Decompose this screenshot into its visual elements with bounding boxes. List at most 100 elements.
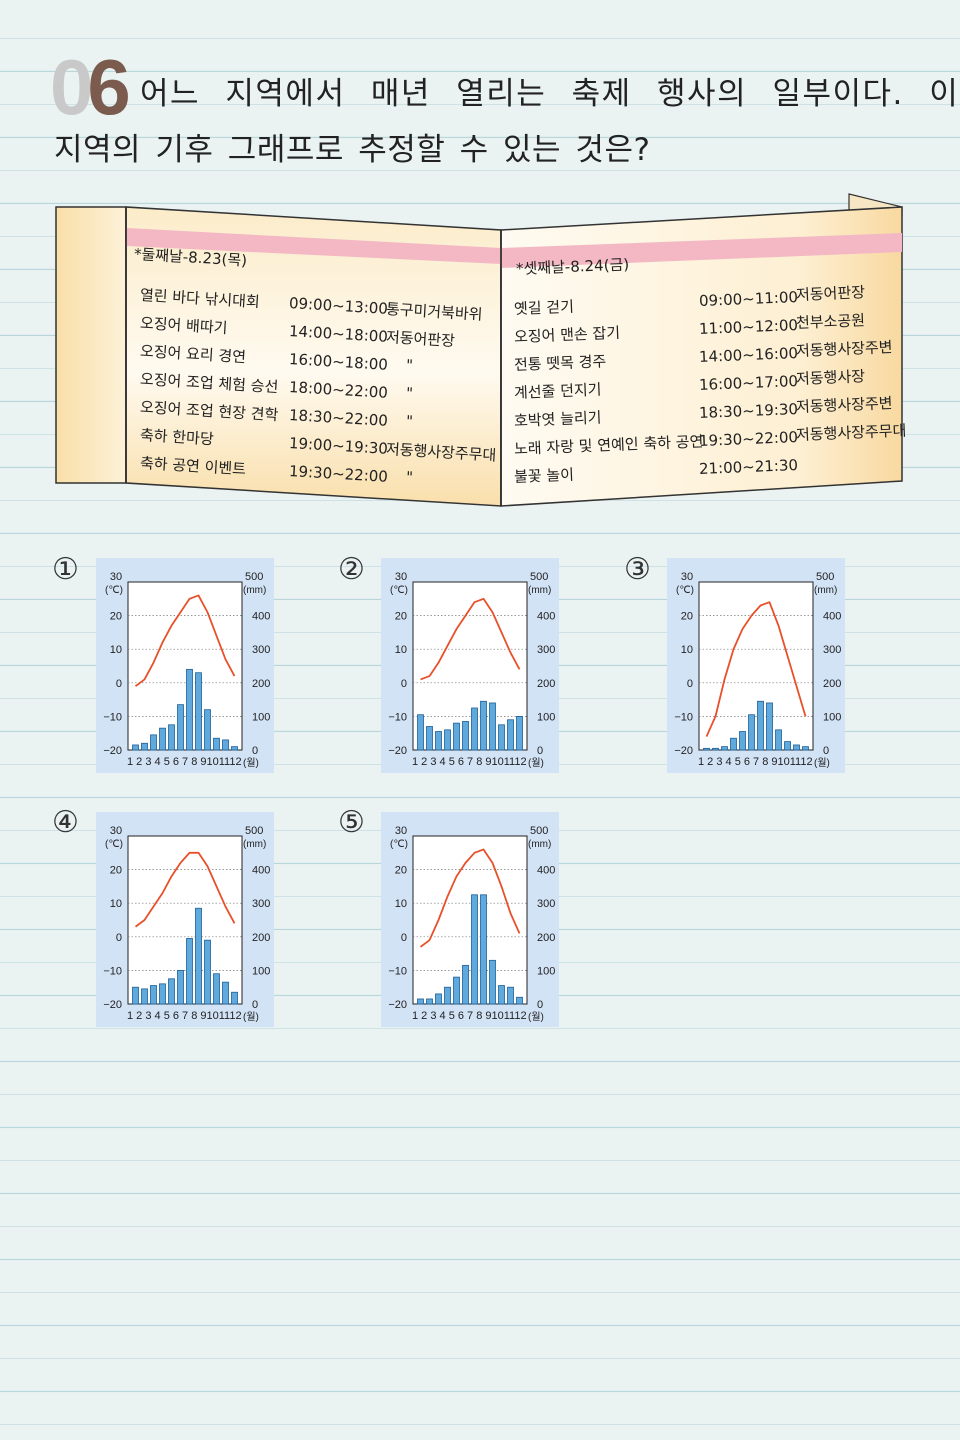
precip-tick-label: 0 [823, 745, 829, 757]
precip-bar [177, 704, 184, 751]
question-number-digit-2: 6 [87, 43, 130, 131]
precip-bar [141, 742, 148, 751]
precip-tick-label: 300 [823, 644, 841, 656]
precip-tick-label: 200 [252, 678, 270, 690]
choice-number[interactable]: ③ [624, 552, 651, 587]
precip-bar [739, 731, 746, 751]
precip-bar [159, 983, 166, 1005]
plot-area [127, 835, 243, 1005]
precip-tick-label: 400 [823, 611, 841, 623]
question-text-line-1: 어느 지역에서 매년 열리는 축제 행사의 일부이다. 이 [140, 76, 960, 112]
precip-bar [507, 986, 514, 1005]
precip-axis-unit: (mm) [243, 839, 266, 850]
precip-tick-label: 200 [823, 678, 841, 690]
precip-bar [802, 746, 809, 751]
precip-tick-label: 100 [252, 965, 270, 977]
precip-bar [150, 734, 157, 751]
plot-area [698, 581, 814, 751]
precip-bar [444, 986, 451, 1005]
temp-axis-unit: (℃) [390, 839, 408, 850]
precip-bar [150, 985, 157, 1005]
temp-tick-label: −10 [388, 965, 407, 977]
precip-bar [489, 702, 496, 751]
precip-tick-label: 400 [537, 611, 555, 623]
temp-tick-label: −10 [103, 711, 122, 723]
month-axis-labels: 1 2 3 4 5 6 7 8 9101112 [412, 1010, 527, 1022]
precip-tick-label: 300 [252, 644, 270, 656]
precip-bar [168, 978, 175, 1005]
precip-tick-label: 300 [537, 898, 555, 910]
precip-bar [159, 727, 166, 751]
climate-chart[interactable]: 30 (℃) 20 10 0 −10 −20 500 (mm) 400 300 200 100 0 1 2 … [667, 558, 845, 773]
choice-number[interactable]: ① [52, 552, 79, 587]
climate-chart[interactable]: 30 (℃) 20 10 0 −10 −20 500 (mm) 400 300 200 100 0 1 2 … [381, 558, 559, 773]
temp-tick-label: 10 [395, 898, 407, 910]
month-axis-unit: (월) [528, 757, 544, 769]
day3-event-place: 저동행사장 [795, 367, 866, 388]
month-axis-labels: 1 2 3 4 5 6 7 8 9101112 [412, 756, 527, 768]
temp-tick-label: 0 [401, 932, 407, 944]
precip-bar [444, 729, 451, 751]
climate-chart[interactable]: 30 (℃) 20 10 0 −10 −20 500 (mm) 400 300 200 100 0 1 2 … [96, 812, 274, 1027]
precip-bar [507, 719, 514, 751]
temp-tick-label: 0 [687, 678, 693, 690]
temp-tick-label: 10 [110, 644, 122, 656]
precip-bar [195, 672, 202, 751]
precip-tick-label: 300 [537, 644, 555, 656]
day3-event-name: 호박엿 늘리기 [513, 408, 602, 430]
precip-tick-label: 200 [537, 678, 555, 690]
choice-number[interactable]: ④ [52, 805, 79, 840]
precip-bar [748, 714, 755, 751]
temp-axis-unit: (℃) [676, 585, 694, 596]
temp-tick-label: 10 [395, 644, 407, 656]
temperature-line [419, 848, 521, 948]
temp-tick-label: −20 [388, 999, 407, 1011]
precip-bar [132, 986, 139, 1005]
choice-number[interactable]: ② [338, 552, 365, 587]
day3-event-place: 천부소공원 [795, 311, 866, 332]
temp-tick-label: 20 [395, 865, 407, 877]
precip-bar [498, 985, 505, 1005]
question-number: 06 [50, 48, 131, 126]
precip-tick-label: 200 [252, 932, 270, 944]
month-axis-labels: 1 2 3 4 5 6 7 8 9101112 [127, 756, 242, 768]
precip-bar [453, 722, 460, 751]
day3-event-name: 전통 뗏목 경주 [513, 352, 607, 374]
precip-bar [784, 741, 791, 751]
precip-tick-label: 0 [252, 999, 258, 1011]
precip-tick-label: 0 [252, 745, 258, 757]
temp-tick-label: 20 [395, 611, 407, 623]
temp-tick-label: 20 [110, 611, 122, 623]
month-axis-unit: (월) [528, 1011, 544, 1023]
precip-axis-unit: (mm) [528, 839, 551, 850]
precip-tick-label: 100 [823, 711, 841, 723]
pamphlet-shape [55, 193, 903, 507]
choice-number[interactable]: ⑤ [338, 805, 365, 840]
temp-tick-label: −10 [674, 711, 693, 723]
precip-tick-label: 300 [252, 898, 270, 910]
climate-chart[interactable]: 30 (℃) 20 10 0 −10 −20 500 (mm) 400 300 200 100 0 1 2 … [381, 812, 559, 1027]
precip-bar [721, 746, 728, 751]
precip-bar [516, 996, 523, 1005]
temp-tick-label: −10 [103, 965, 122, 977]
plot-area [127, 581, 243, 751]
precip-tick-label: 100 [537, 711, 555, 723]
temp-tick-label: −10 [388, 711, 407, 723]
precip-bar [480, 700, 487, 751]
temp-tick-label: 20 [681, 611, 693, 623]
precip-bar [417, 714, 424, 751]
precip-bar [186, 938, 193, 1005]
precip-bar [730, 737, 737, 751]
precip-bar [453, 976, 460, 1005]
climate-chart[interactable]: 30 (℃) 20 10 0 −10 −20 500 (mm) 400 300 200 100 0 1 2 … [96, 558, 274, 773]
precip-bar [435, 993, 442, 1005]
precip-bar [480, 894, 487, 1005]
precip-bar [168, 724, 175, 751]
precip-bar [213, 973, 220, 1005]
precip-bar [462, 964, 469, 1005]
precip-bar [426, 726, 433, 751]
festival-pamphlet: *둘째날-8.23(목) 열린 바다 낚시대회 09:00~13:00 통구미거북바위… [54, 190, 907, 510]
precip-bar [417, 998, 424, 1005]
day3-event-name: 불꽃 놀이 [513, 465, 575, 486]
day2-event-place: " [405, 384, 414, 403]
